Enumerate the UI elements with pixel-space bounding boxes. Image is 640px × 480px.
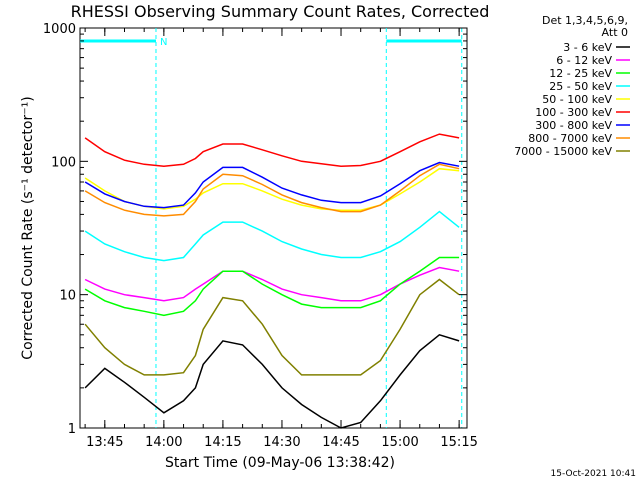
plot-frame — [79, 27, 468, 429]
legend-label-6: 300 - 800 keV — [535, 119, 612, 132]
timestamp: 15-Oct-2021 10:41 — [551, 469, 636, 479]
legend-header-0: Det 1,3,4,5,6,9, — [542, 14, 628, 27]
legend-label-5: 100 - 300 keV — [535, 106, 612, 119]
x-tick-label-6: 15:15 — [440, 435, 477, 450]
legend-label-4: 50 - 100 keV — [542, 93, 612, 106]
legend-label-8: 7000 - 15000 keV — [514, 145, 612, 158]
x-tick-label-1: 14:00 — [145, 435, 182, 450]
series-line-6 — [84, 161, 460, 209]
series-line-1 — [84, 266, 460, 302]
y-tick-label-0: 1 — [68, 422, 76, 437]
series-line-0 — [84, 333, 460, 429]
legend-label-2: 12 - 25 keV — [549, 67, 612, 80]
night-bars: N — [80, 28, 463, 428]
series-lines — [84, 133, 460, 429]
series-line-8 — [84, 278, 460, 376]
series-line-7 — [84, 163, 460, 217]
legend-header-1: Att 0 — [602, 26, 628, 39]
x-tick-label-3: 14:30 — [263, 435, 300, 450]
x-tick-label-5: 15:00 — [381, 435, 418, 450]
x-tick-label-2: 14:15 — [204, 435, 241, 450]
annotation-0: N — [160, 37, 167, 48]
y-axis-label: Corrected Count Rate (s⁻¹ detector⁻¹) — [20, 96, 36, 359]
series-line-2 — [84, 256, 460, 317]
axes: 13:45 14:00 14:15 14:30 14:45 15:00 15:15 1 10 10… — [43, 22, 478, 450]
series-line-3 — [84, 210, 460, 262]
y-tick-label-3: 1000 — [43, 22, 76, 37]
legend-label-1: 6 - 12 keV — [556, 54, 612, 67]
series-line-5 — [84, 133, 460, 167]
chart-title: RHESSI Observing Summary Count Rates, Co… — [71, 2, 490, 21]
x-tick-label-4: 14:45 — [322, 435, 359, 450]
x-axis-label: Start Time (09-May-06 13:38:42) — [165, 455, 395, 471]
y-tick-label-1: 10 — [59, 289, 76, 304]
legend-label-0: 3 - 6 keV — [563, 41, 612, 54]
x-tick-label-0: 13:45 — [86, 435, 123, 450]
legend-label-3: 25 - 50 keV — [549, 80, 612, 93]
legend-label-7: 800 - 7000 keV — [528, 132, 612, 145]
y-tick-label-2: 100 — [51, 155, 76, 170]
